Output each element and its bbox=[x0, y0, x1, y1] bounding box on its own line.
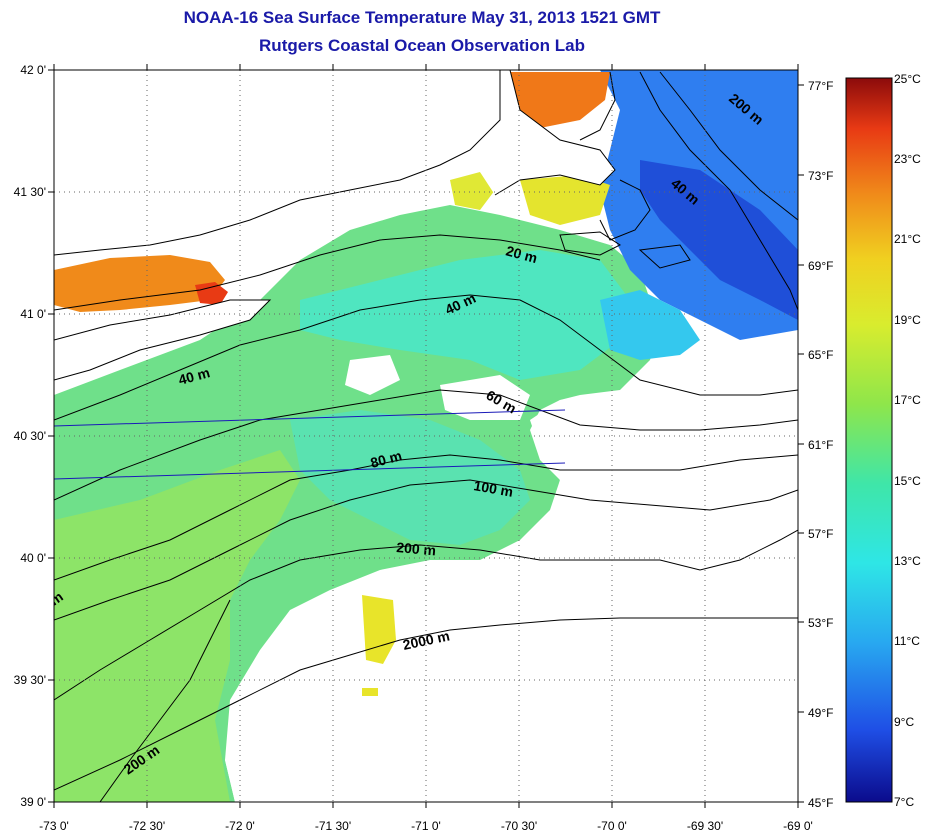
contour-80m bbox=[54, 454, 798, 581]
contour-100m bbox=[54, 479, 798, 621]
lat-label-40-30: 40 30' bbox=[14, 429, 46, 443]
depth-label-40m-west: 40 m bbox=[177, 364, 212, 388]
sst-yellow-dot bbox=[362, 688, 378, 696]
sst-yellow-buzzards bbox=[520, 175, 610, 225]
depth-label-100m: 100 m bbox=[472, 477, 514, 500]
lon-label-69: -69 0' bbox=[783, 819, 813, 833]
no-data-hole bbox=[345, 355, 400, 395]
f-label-73: 73°F bbox=[808, 169, 833, 183]
cb-label-15c: 15°C bbox=[894, 474, 921, 488]
cb-label-11c: 11°C bbox=[894, 634, 920, 648]
sst-cyan-band bbox=[300, 250, 630, 380]
coastline-ct bbox=[54, 70, 501, 256]
f-label-77: 77°F bbox=[808, 79, 833, 93]
sst-lower-cyan bbox=[290, 410, 530, 545]
contour-200m-southwest bbox=[99, 599, 231, 802]
sst-warm-capecod bbox=[510, 72, 610, 128]
coastline-li bbox=[54, 299, 272, 381]
contour-40m bbox=[54, 294, 798, 421]
lon-label-71: -71 0' bbox=[411, 819, 441, 833]
coastline-islands bbox=[559, 231, 691, 269]
depth-label-20m: 20 m bbox=[504, 242, 539, 266]
sst-warm-west bbox=[54, 255, 225, 312]
lon-label-70-30: -70 30' bbox=[501, 819, 537, 833]
lat-label-39: 39 0' bbox=[20, 795, 46, 809]
track-line-2 bbox=[54, 462, 566, 480]
sst-cold-darkblue bbox=[640, 160, 798, 320]
cb-label-17c: 17°C bbox=[894, 393, 921, 407]
land-massachusetts bbox=[470, 70, 615, 195]
coastline-ma bbox=[494, 70, 616, 196]
f-label-45: 45°F bbox=[808, 796, 833, 810]
sst-yellow-narragansett bbox=[450, 172, 495, 210]
track-line-1 bbox=[54, 409, 566, 427]
contour-east-shelf-2 bbox=[659, 71, 798, 221]
lat-label-41-30: 41 30' bbox=[14, 185, 46, 199]
land-long-island-ct bbox=[54, 70, 500, 255]
f-label-57: 57°F bbox=[808, 527, 833, 541]
lat-label-42: 42 0' bbox=[20, 63, 46, 77]
lon-label-73: -73 0' bbox=[39, 819, 69, 833]
lon-label-72: -72 0' bbox=[225, 819, 255, 833]
contour-20m bbox=[54, 234, 601, 311]
depth-label-80m: 80 m bbox=[369, 447, 404, 471]
contour-2000m bbox=[54, 617, 798, 791]
map-ticks bbox=[48, 64, 804, 808]
f-label-49: 49°F bbox=[808, 706, 833, 720]
lon-label-72-30: -72 30' bbox=[129, 819, 165, 833]
graticule bbox=[54, 70, 798, 802]
map-subtitle: Rutgers Coastal Ocean Observation Lab bbox=[259, 36, 585, 55]
contour-60m bbox=[54, 389, 798, 501]
no-data-hole-2 bbox=[440, 375, 530, 420]
depth-label-200m-mid: 200 m bbox=[396, 539, 437, 558]
f-label-53: 53°F bbox=[808, 616, 833, 630]
cb-label-19c: 19°C bbox=[894, 313, 921, 327]
sst-green-inner bbox=[54, 450, 300, 802]
depth-label-m-west: m bbox=[47, 588, 66, 608]
f-label-65: 65°F bbox=[808, 348, 833, 362]
cb-label-9c: 9°C bbox=[894, 715, 914, 729]
colorbar bbox=[845, 77, 893, 803]
lon-label-71-30: -71 30' bbox=[315, 819, 351, 833]
cb-label-23c: 23°C bbox=[894, 152, 921, 166]
land-long-island bbox=[54, 300, 270, 380]
cb-label-13c: 13°C bbox=[894, 554, 921, 568]
lon-label-70: -70 0' bbox=[597, 819, 627, 833]
map-area: 200 m 40 m 20 m 40 m 40 m 60 m 80 m 100 … bbox=[47, 70, 798, 802]
f-label-61: 61°F bbox=[808, 438, 833, 452]
cb-label-21c: 21°C bbox=[894, 232, 921, 246]
cb-label-7c: 7°C bbox=[894, 795, 914, 809]
lat-label-41: 41 0' bbox=[20, 307, 46, 321]
sst-yellow-patch-south2 bbox=[362, 595, 396, 664]
sst-hot-spot bbox=[195, 282, 228, 305]
no-data-offshore bbox=[225, 395, 798, 802]
contour-east-shelf bbox=[639, 71, 798, 311]
lat-label-40: 40 0' bbox=[20, 551, 46, 565]
map-title: NOAA-16 Sea Surface Temperature May 31, … bbox=[183, 8, 661, 27]
cb-label-25c: 25°C bbox=[894, 72, 921, 86]
f-label-69: 69°F bbox=[808, 259, 833, 273]
contour-200m bbox=[54, 529, 798, 701]
lat-label-39-30: 39 30' bbox=[14, 673, 46, 687]
lon-label-69-30: -69 30' bbox=[687, 819, 723, 833]
sst-cool-cyan bbox=[600, 290, 700, 360]
